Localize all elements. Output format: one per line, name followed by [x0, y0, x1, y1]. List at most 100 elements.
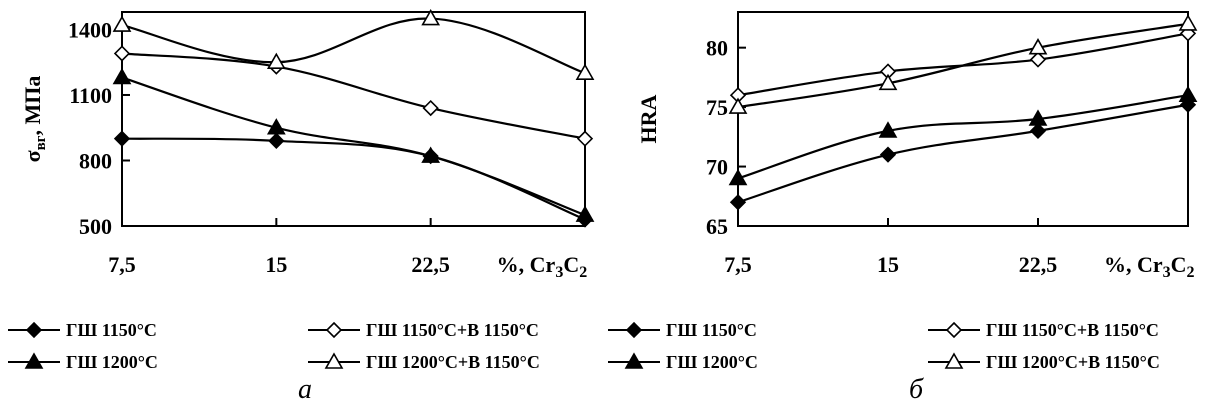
- x-axis-label: %, Cr3C2: [1104, 252, 1195, 281]
- series-2: [728, 85, 1198, 186]
- series-point: [266, 52, 286, 70]
- legend-marker: [325, 321, 343, 339]
- series-3: [728, 14, 1198, 114]
- series-point: [112, 15, 132, 32]
- series-point: [728, 168, 748, 186]
- x-tick-label: 15: [877, 252, 899, 277]
- chart-panel-b: 80 75 70 65 7,5 15 22,5 %, Cr3C2 HRA б: [636, 11, 1198, 405]
- series-point: [1029, 122, 1047, 140]
- series-1: [729, 25, 1197, 104]
- x-axis-label-part: 2: [579, 264, 587, 281]
- series-point: [879, 146, 897, 163]
- y-axis-label-main: HRA: [636, 94, 661, 143]
- legend-label: ГШ 1200°С: [66, 352, 158, 372]
- series-line: [121, 52, 586, 140]
- series-line: [737, 22, 1189, 109]
- y-axis-label: HRA: [636, 94, 661, 143]
- chart-panel-a: 1400 1100 800 500 7,5 15 22,5 %, Cr3C2 σвг, МПа а: [20, 8, 595, 405]
- series-line: [121, 17, 586, 75]
- legend-item: ГШ 1200°С+В 1150°С: [308, 352, 540, 372]
- series-point: [729, 194, 747, 211]
- series-point: [421, 146, 441, 163]
- series-point: [113, 45, 131, 62]
- y-tick-label: 1100: [69, 83, 112, 108]
- x-axis-label-part: %, Cr: [497, 252, 556, 277]
- series-line: [737, 103, 1189, 204]
- x-axis-label-part: C: [563, 252, 579, 277]
- legend-item: ГШ 1200°С+В 1150°С: [928, 352, 1160, 372]
- series-point: [878, 121, 898, 138]
- x-tick-label: 22,5: [411, 252, 450, 277]
- series-0: [729, 96, 1197, 211]
- series-point: [1179, 25, 1197, 42]
- legend-label: ГШ 1200°С: [666, 352, 758, 372]
- panel-label: б: [909, 374, 924, 405]
- legend-marker: [944, 352, 964, 369]
- series-line: [737, 94, 1189, 180]
- series-1: [113, 45, 594, 147]
- legend-label: ГШ 1150°С: [666, 320, 757, 340]
- series-point: [878, 73, 898, 91]
- series-point: [421, 8, 441, 26]
- legend-label: ГШ 1200°С+В 1150°С: [986, 352, 1160, 372]
- x-tick-label: 7,5: [108, 252, 136, 277]
- series-point: [1178, 85, 1198, 103]
- plot-frame: [121, 11, 586, 227]
- y-axis-label-unit: , МПа: [20, 76, 45, 136]
- panel-label: а: [298, 374, 312, 405]
- legend-marker: [25, 321, 43, 339]
- legends: ГШ 1150°С ГШ 1200°С ГШ 1150°С+В 1150°С ГШ 1…: [8, 320, 1160, 372]
- legend-item: ГШ 1150°С: [8, 320, 157, 340]
- y-tick-label: 75: [706, 95, 728, 120]
- series-point: [1178, 14, 1198, 31]
- x-axis-label-part: 3: [555, 264, 563, 281]
- y-tick-label: 70: [706, 155, 728, 180]
- x-axis-label-part: C: [1171, 252, 1187, 277]
- series-point: [728, 97, 748, 114]
- x-axis-label-part: %, Cr: [1104, 252, 1163, 277]
- legend-item: ГШ 1150°С+В 1150°С: [928, 320, 1159, 340]
- x-axis-label-part: 2: [1187, 264, 1195, 281]
- series-line: [121, 137, 586, 221]
- y-axis-label: σвг, МПа: [20, 76, 49, 163]
- series-point: [1028, 38, 1048, 55]
- x-axis-label-part: 3: [1163, 264, 1171, 281]
- series-point: [113, 130, 131, 147]
- legend-label: ГШ 1150°С: [66, 320, 157, 340]
- series-point: [1029, 51, 1047, 68]
- series-line: [737, 32, 1189, 97]
- legend-marker: [945, 321, 963, 339]
- series-point: [575, 63, 595, 80]
- y-tick-label: 500: [79, 214, 112, 239]
- series-point: [1028, 109, 1048, 126]
- legend-label: ГШ 1200°С+В 1150°С: [366, 352, 540, 372]
- y-tick-label: 1400: [68, 17, 112, 42]
- y-tick-label: 65: [706, 214, 728, 239]
- legend-label: ГШ 1150°С+В 1150°С: [986, 320, 1159, 340]
- plot-frame: [737, 11, 1189, 227]
- y-tick-label: 800: [79, 148, 112, 173]
- series-point: [266, 118, 286, 135]
- legend-item: ГШ 1200°С: [8, 352, 158, 372]
- x-axis-label: %, Cr3C2: [497, 252, 588, 281]
- series-point: [112, 67, 132, 85]
- legend-marker: [324, 352, 344, 369]
- y-axis-label-main: σ: [20, 150, 45, 162]
- legend-label: ГШ 1150°С+В 1150°С: [366, 320, 539, 340]
- y-axis-label-sub: вг: [33, 135, 49, 150]
- series-3: [112, 8, 595, 80]
- series-0: [113, 130, 594, 228]
- series-point: [576, 130, 594, 147]
- legend-item: ГШ 1150°С: [608, 320, 757, 340]
- series-point: [268, 132, 285, 149]
- legend-marker: [624, 352, 644, 369]
- x-tick-label: 22,5: [1019, 252, 1058, 277]
- legend-item: ГШ 1200°С: [608, 352, 758, 372]
- x-tick-label: 15: [265, 252, 287, 277]
- series-line: [121, 76, 586, 217]
- legend-item: ГШ 1150°С+В 1150°С: [308, 320, 539, 340]
- series-2: [112, 67, 595, 222]
- x-tick-label: 7,5: [724, 252, 752, 277]
- legend-marker: [24, 352, 44, 369]
